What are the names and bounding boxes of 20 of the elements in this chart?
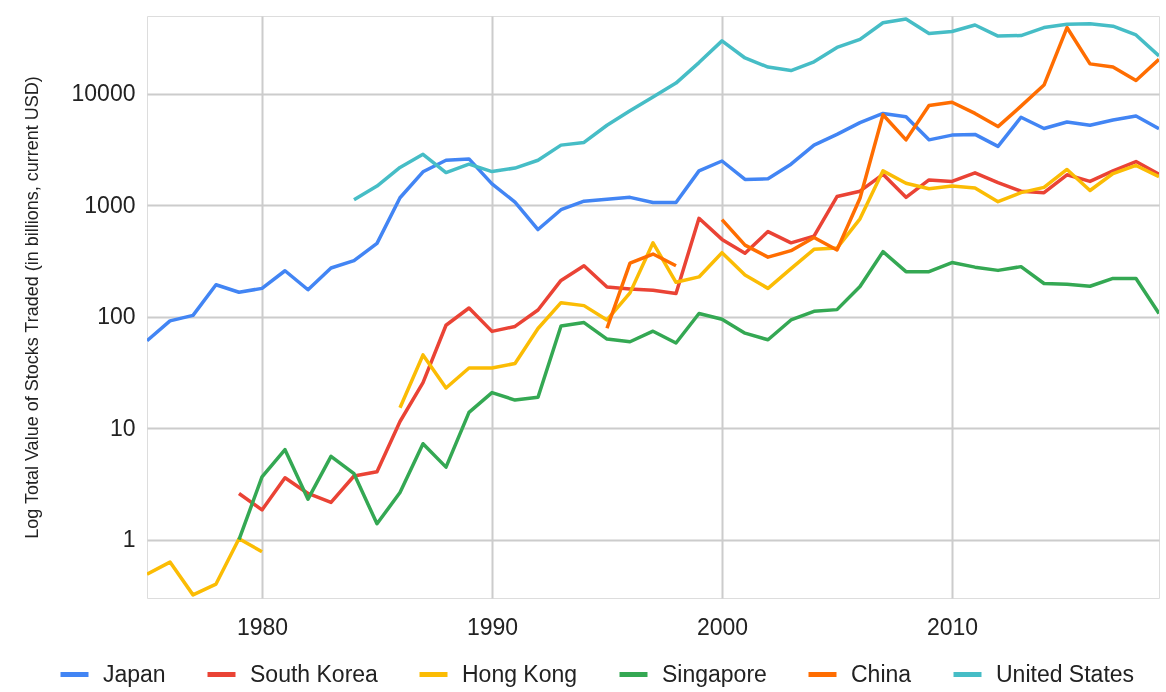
line-series — [237, 159, 1159, 512]
legend-label: United States — [996, 660, 1135, 687]
line-series — [147, 111, 1159, 343]
legend-label: Hong Kong — [462, 660, 578, 687]
legend-label: Japan — [103, 660, 166, 687]
line-series — [352, 17, 1159, 202]
legend-label: South Korea — [250, 660, 379, 687]
x-tick-label: 1980 — [236, 613, 289, 640]
line-series — [237, 249, 1159, 542]
legend-label: China — [851, 660, 912, 687]
y-tick-label: 10 — [109, 414, 136, 441]
y-tick-label: 1 — [122, 526, 136, 553]
y-tick-label: 10000 — [71, 80, 136, 107]
y-axis-title: Log Total Value of Stocks Traded (in billions, current USD) — [21, 76, 42, 539]
x-tick-label: 2000 — [696, 613, 749, 640]
x-tick-label: 1990 — [466, 613, 519, 640]
y-tick-label: 1000 — [84, 191, 136, 218]
y-tick-label: 100 — [97, 303, 136, 330]
legend-label: Singapore — [662, 660, 767, 687]
x-tick-label: 2010 — [926, 613, 979, 640]
